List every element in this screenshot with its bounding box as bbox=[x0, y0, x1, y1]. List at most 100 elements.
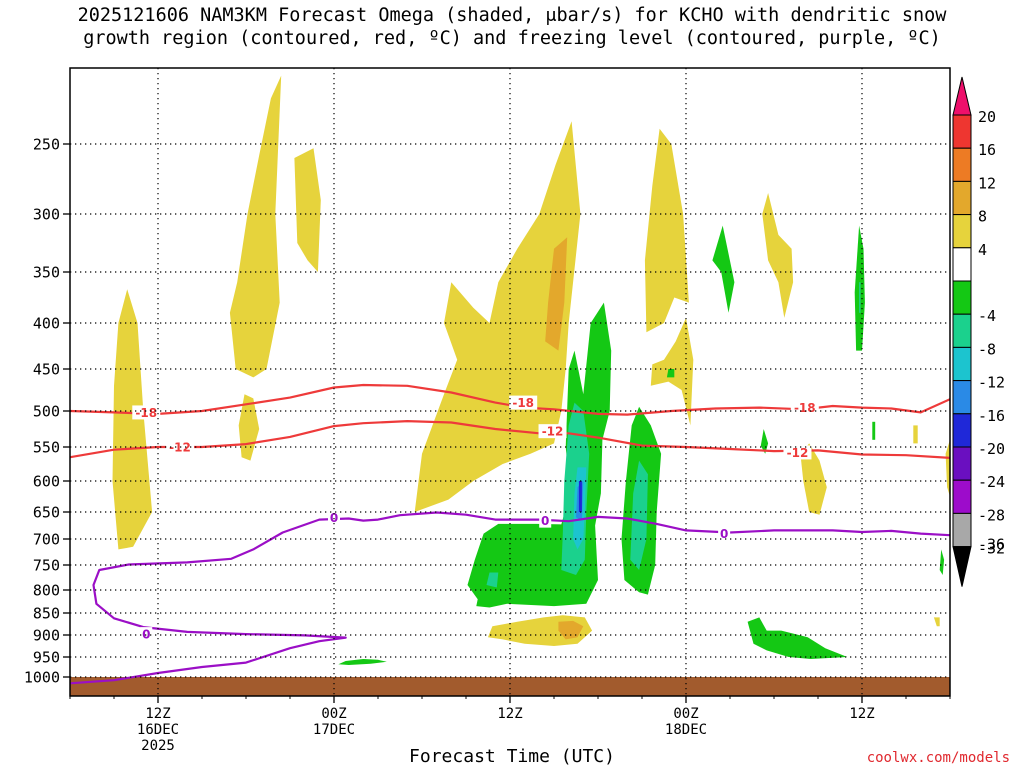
colorbar-segment bbox=[952, 346, 972, 382]
colorbar-segment bbox=[952, 280, 972, 315]
colorbar-label: 4 bbox=[978, 241, 987, 259]
omega-region-30 bbox=[747, 617, 848, 659]
chart-title-line2: growth region (contoured, red, ºC) and f… bbox=[83, 28, 941, 49]
omega-region-2 bbox=[294, 148, 321, 272]
colorbar-label: -4 bbox=[978, 307, 996, 325]
omega-region-29 bbox=[939, 549, 945, 575]
omega-region-20 bbox=[578, 481, 582, 512]
contour-label: 0 bbox=[541, 514, 549, 528]
x-tick-label: 2025 bbox=[141, 738, 175, 754]
colorbar-segment bbox=[952, 479, 972, 514]
y-tick-label: 950 bbox=[33, 649, 60, 667]
omega-region-31 bbox=[338, 659, 387, 665]
colorbar: 20 16 12 8 4 -4 -8 -12 -16 -20 -24 -28 -32-36 bbox=[952, 76, 1005, 587]
colorbar-segment bbox=[952, 313, 972, 348]
omega-region-23 bbox=[666, 369, 675, 378]
contour-label: -18 bbox=[794, 401, 816, 415]
contour-lines: 0 000-12-12-12-18-18 -18 bbox=[70, 383, 950, 685]
x-tick-label: 12Z bbox=[849, 706, 874, 722]
source-watermark: coolwx.com/models bbox=[866, 750, 1010, 766]
contour-label-bg bbox=[718, 526, 731, 541]
x-tick-label: 18DEC bbox=[665, 722, 707, 738]
contour-2 bbox=[70, 383, 950, 416]
omega-region-6 bbox=[644, 128, 689, 333]
contour-label-bg bbox=[783, 445, 812, 460]
y-tick-label: 600 bbox=[33, 473, 60, 491]
omega-region-11 bbox=[913, 425, 918, 444]
colorbar-segment bbox=[952, 147, 972, 182]
omega-region-14 bbox=[558, 620, 584, 640]
contour-label: -12 bbox=[542, 425, 564, 439]
y-tick-label: 1000 bbox=[24, 669, 60, 687]
colorbar-label: -32 bbox=[978, 540, 1005, 558]
y-tick-label: 300 bbox=[33, 206, 60, 224]
y-tick-label: 450 bbox=[33, 361, 60, 379]
contour-label: 0 bbox=[720, 527, 728, 541]
x-tick-label: 00Z bbox=[321, 706, 346, 722]
colorbar-segment bbox=[952, 446, 972, 481]
colorbar-bottom-arrow bbox=[952, 546, 972, 587]
contour-label-bg bbox=[790, 400, 819, 415]
chart-title-line1: 2025121606 NAM3KM Forecast Omega (shaded… bbox=[77, 5, 947, 26]
omega-shading bbox=[70, 75, 950, 696]
colorbar-top-arrow bbox=[952, 76, 972, 116]
omega-region-1 bbox=[229, 75, 282, 378]
grid-lines bbox=[70, 68, 950, 696]
omega-region-5 bbox=[545, 237, 568, 351]
y-tick-label: 650 bbox=[33, 504, 60, 522]
colorbar-label: -28 bbox=[978, 506, 1005, 524]
colorbar-segment bbox=[952, 413, 972, 448]
colorbar-label: -8 bbox=[978, 340, 996, 358]
x-axis-label: Forecast Time (UTC) bbox=[409, 746, 615, 767]
y-tick-label: 400 bbox=[33, 315, 60, 333]
omega-region-4 bbox=[414, 121, 581, 512]
colorbar-label: 16 bbox=[978, 141, 996, 159]
colorbar-segment bbox=[952, 214, 972, 249]
contour-label: -18 bbox=[512, 396, 534, 410]
colorbar-label: 12 bbox=[978, 174, 996, 192]
colorbar-segment bbox=[952, 512, 972, 548]
contour-label: -12 bbox=[787, 446, 809, 460]
omega-region-27 bbox=[859, 282, 861, 313]
colorbar-segment bbox=[952, 180, 972, 216]
contour-label-bg bbox=[539, 513, 552, 528]
colorbar-label: 20 bbox=[978, 108, 996, 126]
y-tick-label: 800 bbox=[33, 582, 60, 600]
omega-region-9 bbox=[800, 443, 827, 515]
y-tick-label: 500 bbox=[33, 403, 60, 421]
x-tick-label: 12Z bbox=[497, 706, 522, 722]
omega-region-28 bbox=[872, 421, 876, 440]
contour-label-bg bbox=[140, 627, 153, 642]
x-tick-label: 00Z bbox=[673, 706, 698, 722]
colorbar-segment bbox=[952, 114, 972, 149]
y-tick-label: 250 bbox=[33, 136, 60, 154]
contour-label-bg bbox=[509, 395, 538, 410]
colorbar-label: -12 bbox=[978, 374, 1005, 392]
colorbar-label: -24 bbox=[978, 473, 1005, 491]
y-tick-label: 700 bbox=[33, 531, 60, 549]
x-tick-label: 12Z bbox=[145, 706, 170, 722]
contour-label-bg bbox=[328, 510, 340, 525]
x-tick-label: 16DEC bbox=[137, 722, 179, 738]
contour-label-bg bbox=[132, 405, 161, 420]
omega-region-12 bbox=[933, 617, 940, 627]
colorbar-label: 8 bbox=[978, 208, 987, 226]
y-tick-label: 900 bbox=[33, 627, 60, 645]
omega-region-21 bbox=[630, 460, 648, 570]
chart-title: 2025121606 NAM3KM Forecast Omega (shaded… bbox=[0, 4, 1024, 50]
y-tick-label: 850 bbox=[33, 605, 60, 623]
colorbar-segment bbox=[952, 380, 972, 415]
omega-region-10 bbox=[945, 439, 950, 497]
contour-label: 0 bbox=[330, 511, 338, 525]
colorbar-label: -16 bbox=[978, 407, 1005, 425]
y-tick-label: 750 bbox=[33, 557, 60, 575]
colorbar-label: -20 bbox=[978, 440, 1005, 458]
y-axis: 250 300 350 400 450 500 550 600 650 700 750 800 850 9… bbox=[24, 136, 70, 687]
ground-surface bbox=[70, 677, 950, 696]
colorbar-segment bbox=[952, 247, 972, 282]
omega-region-24 bbox=[712, 225, 735, 313]
x-tick-label: 17DEC bbox=[313, 722, 355, 738]
y-tick-label: 550 bbox=[33, 439, 60, 457]
